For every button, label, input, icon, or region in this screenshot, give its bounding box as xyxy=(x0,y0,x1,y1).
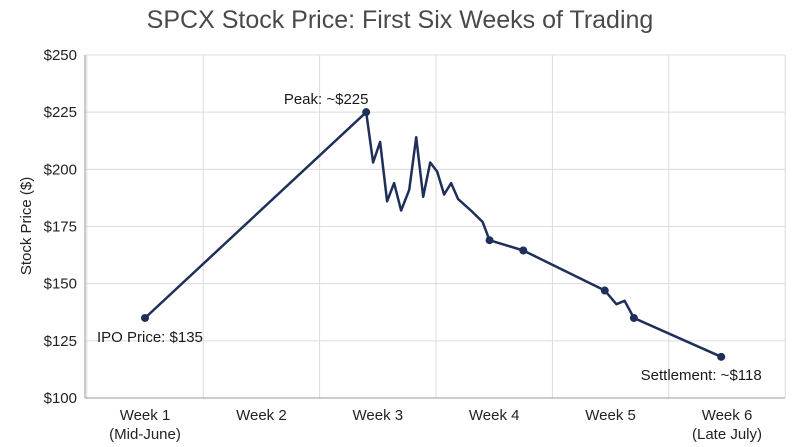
annotation-label: Peak: ~$225 xyxy=(284,91,369,108)
y-tick-label: $100 xyxy=(44,390,77,407)
annotations: IPO Price: $135 Peak: ~$225 Settlement: ~$… xyxy=(97,91,762,384)
x-tick-sublabel: (Late July) xyxy=(692,426,762,443)
y-axis-ticks: $100 $125 $150 $175 $200 $225 $250 xyxy=(44,47,77,407)
grid xyxy=(84,54,786,399)
data-point xyxy=(600,286,609,295)
data-point xyxy=(717,352,726,361)
y-tick-label: $225 xyxy=(44,104,77,121)
x-tick-label: Week 6 xyxy=(702,407,753,424)
y-tick-label: $125 xyxy=(44,333,77,350)
chart-title: SPCX Stock Price: First Six Weeks of Tra… xyxy=(147,6,654,34)
annotation-label: Settlement: ~$118 xyxy=(641,367,762,384)
y-tick-label: $175 xyxy=(44,219,77,236)
y-tick-label: $250 xyxy=(44,47,77,64)
data-point xyxy=(519,246,528,255)
data-point xyxy=(362,108,371,117)
data-point xyxy=(485,236,494,245)
x-tick-label: Week 1 xyxy=(120,407,171,424)
x-axis-ticks: Week 1 (Mid-June) Week 2 Week 3 Week 4 Week 5… xyxy=(109,407,762,443)
price-series xyxy=(141,108,726,361)
x-tick-label: Week 3 xyxy=(353,407,404,424)
annotation-label: IPO Price: $135 xyxy=(97,329,203,346)
data-point xyxy=(141,313,149,322)
y-tick-label: $150 xyxy=(44,276,77,293)
data-point xyxy=(629,313,638,322)
x-tick-label: Week 4 xyxy=(469,407,520,424)
x-tick-label: Week 5 xyxy=(585,407,636,424)
x-tick-sublabel: (Mid-June) xyxy=(109,426,181,443)
y-axis-label: Stock Price ($) xyxy=(18,177,35,275)
y-tick-label: $200 xyxy=(44,161,77,178)
x-tick-label: Week 2 xyxy=(236,407,287,424)
